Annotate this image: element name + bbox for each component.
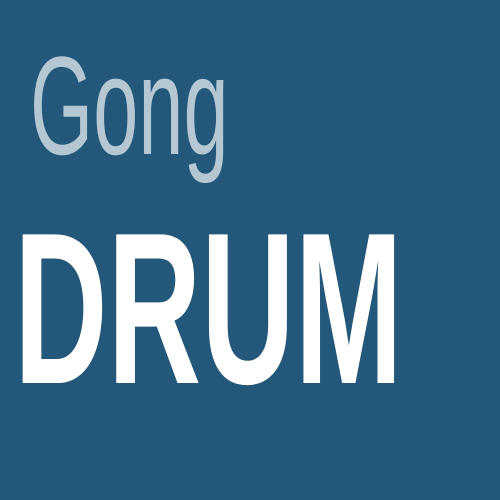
wordmark-line-drum: DRUM [14,187,403,429]
wordmark-line-gong: Gong [30,27,229,184]
